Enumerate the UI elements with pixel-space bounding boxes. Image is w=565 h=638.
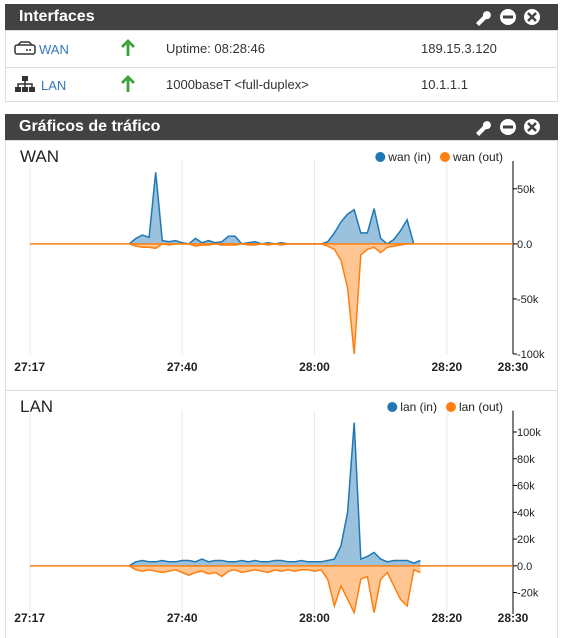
chart-title: WAN: [20, 147, 59, 166]
y-tick-label: 20k: [517, 534, 535, 546]
lan-icon: [15, 76, 35, 92]
y-tick-label: -20k: [517, 588, 539, 600]
widget-title: Gráficos de tráfico: [19, 118, 161, 135]
area: [129, 422, 421, 566]
traffic-body: [5, 140, 558, 638]
x-tick-label: 28:00: [299, 360, 330, 374]
y-tick-label: 60k: [517, 481, 535, 493]
interface-name[interactable]: LAN: [41, 78, 67, 93]
x-tick-label: 28:00: [299, 611, 330, 625]
y-tick-label: 40k: [517, 507, 535, 519]
close-x: [527, 122, 537, 132]
x-tick-label: 27:17: [14, 360, 45, 374]
legend-label: lan (in): [400, 400, 437, 414]
line: [128, 565, 421, 616]
legend-marker: [375, 152, 386, 162]
header-icons: [476, 119, 540, 136]
area: [129, 243, 414, 354]
legend-marker: [439, 152, 450, 162]
minimize-bar: [503, 125, 513, 129]
chart-divider: [6, 390, 557, 391]
interface-ip: 10.1.1.1: [421, 77, 468, 92]
interface-info: 1000baseT <full-duplex>: [166, 77, 309, 92]
y-tick-label: 0.0: [517, 561, 532, 573]
interface-name[interactable]: WAN: [39, 42, 69, 57]
y-tick-label: 50k: [517, 184, 535, 196]
interface-info: Uptime: 08:28:46: [166, 41, 266, 56]
area: [129, 565, 421, 613]
area: [129, 172, 414, 244]
x-tick-label: 28:30: [498, 360, 529, 374]
y-tick-label: 0.0: [517, 239, 532, 251]
legend-label: lan (out): [459, 400, 503, 414]
x-tick-label: 28:20: [431, 360, 462, 374]
status-up-icon: [121, 39, 135, 56]
x-tick-label: 27:40: [167, 360, 198, 374]
line: [128, 243, 414, 355]
line: [128, 422, 421, 567]
settings-icon[interactable]: [476, 121, 491, 136]
widget-title: Interfaces: [19, 8, 95, 25]
header-icons: [476, 9, 540, 26]
interfaces-body: WAN Uptime: 08:28:46 189.15.3.120 LAN 10…: [5, 30, 558, 102]
traffic-chart: WAN 27:17 27:40 28:00 28:20 28:30 50k 0.0 -50k -1…: [14, 147, 545, 374]
x-tick-label: 27:17: [14, 611, 45, 625]
wan-icon: [14, 41, 36, 55]
x-tick-label: 28:20: [431, 611, 462, 625]
traffic-chart: LAN 27:17 27:40 28:00 28:20 28:30 100k 80k 60k 40…: [14, 397, 541, 625]
y-tick-label: 100k: [517, 427, 541, 439]
legend-marker: [445, 402, 456, 412]
y-tick-label: -100k: [517, 349, 545, 361]
settings-icon[interactable]: [476, 11, 491, 26]
legend-label: wan (out): [452, 150, 503, 164]
close-x: [527, 12, 537, 22]
widget-header: Interfaces: [5, 4, 558, 30]
status-up-icon: [121, 75, 135, 92]
minimize-bar: [503, 15, 513, 19]
interface-ip: 189.15.3.120: [421, 41, 497, 56]
widget-header: Gráficos de tráfico: [5, 114, 558, 140]
row-divider: [6, 67, 557, 68]
y-tick-label: 80k: [517, 454, 535, 466]
x-tick-label: 27:40: [167, 611, 198, 625]
legend-label: wan (in): [387, 150, 431, 164]
x-tick-label: 28:30: [498, 611, 529, 625]
chart-title: LAN: [20, 397, 53, 416]
legend-marker: [387, 402, 398, 412]
y-tick-label: -50k: [517, 294, 539, 306]
